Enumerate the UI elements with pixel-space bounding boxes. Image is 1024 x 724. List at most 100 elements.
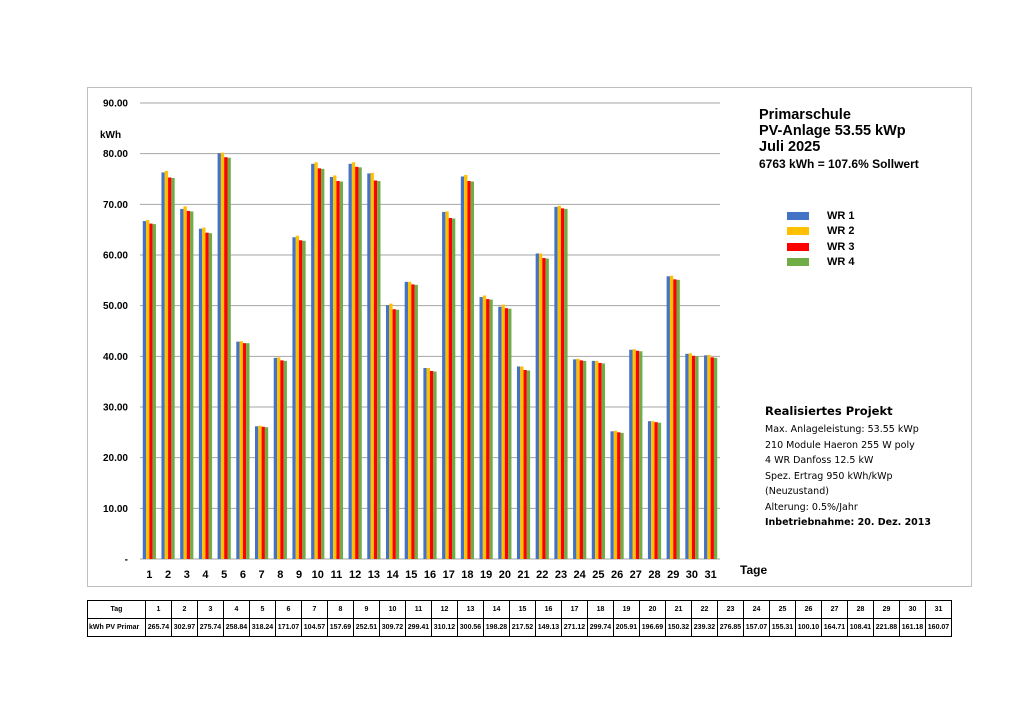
table-cell-day: 17 — [561, 600, 588, 619]
x-tick-label: 10 — [312, 569, 324, 581]
legend-label: WR 2 — [827, 225, 855, 238]
table-cell-kwh: 300.56 — [457, 618, 484, 637]
bar-wr4-day-18 — [470, 181, 475, 560]
y-tick-label: 80.00 — [103, 149, 128, 160]
bar-wr3-day-23 — [560, 208, 565, 560]
bar-wr4-day-9 — [302, 240, 306, 559]
table-cell-day: 6 — [275, 600, 302, 619]
x-tick-label: 17 — [443, 569, 455, 581]
bar-wr2-day-23 — [557, 205, 561, 559]
bar-wr3-day-7 — [261, 426, 265, 559]
x-tick-label: 27 — [630, 569, 642, 581]
bar-chart: - 10.00 20.00 30.00 40.00 50.00 60.00 70.00 80.0… — [100, 99, 767, 582]
bar-wr2-day-14 — [389, 303, 393, 559]
bar-wr4-day-30 — [695, 356, 699, 559]
bar-wr4-day-25 — [601, 363, 605, 559]
x-tick-label: 23 — [555, 569, 567, 581]
x-tick-label: 29 — [667, 569, 679, 581]
table-cell-day: 7 — [301, 600, 328, 619]
table-row-kwh: kWh PV Primar 265.74 302.97 275.74 258.84 31… — [87, 618, 952, 637]
bar-wr2-day-6 — [239, 341, 243, 559]
legend-item: WR 2 — [787, 224, 855, 240]
bar-wr3-day-25 — [598, 362, 602, 559]
bar-wr3-day-11 — [336, 181, 340, 559]
x-tick-label: 28 — [648, 569, 660, 581]
table-cell-kwh: 104.57 — [301, 618, 328, 637]
bar-wr3-day-24 — [579, 360, 583, 559]
bar-wr1-day-17 — [442, 211, 446, 559]
bar-wr2-day-26 — [613, 430, 618, 559]
bar-wr4-day-24 — [582, 360, 587, 559]
table-cell-kwh: 155.31 — [769, 618, 796, 637]
x-tick-label: 31 — [705, 569, 717, 581]
y-tick-labels: - 10.00 20.00 30.00 40.00 50.00 60.00 70.00 80.0… — [103, 99, 128, 566]
chart-title-block: Primarschule PV-Anlage 53.55 kWp Juli 20… — [759, 107, 919, 171]
legend-item: WR 4 — [787, 255, 855, 271]
info-line: 210 Module Haeron 255 W poly — [765, 439, 915, 451]
table-cell-kwh: 309.72 — [379, 618, 406, 637]
y-tick-label: 70.00 — [103, 200, 128, 211]
x-tick-label: 3 — [184, 569, 190, 581]
bar-wr2-day-13 — [370, 172, 374, 560]
table-cell-day: 28 — [847, 600, 874, 619]
bar-wr3-day-15 — [411, 284, 415, 559]
bar-wr1-day-9 — [292, 237, 296, 559]
title-line-2: PV-Anlage 53.55 kWp — [759, 123, 906, 139]
bar-wr4-day-2 — [171, 177, 175, 559]
info-line: (Neuzustand) — [765, 486, 829, 497]
table-cell-day: 5 — [249, 600, 276, 619]
y-tick-label: - — [125, 555, 128, 566]
x-tick-label: 14 — [386, 569, 399, 581]
bar-wr2-day-2 — [164, 170, 169, 560]
bar-wr4-day-23 — [564, 208, 568, 560]
bar-wr4-day-10 — [321, 168, 325, 559]
bar-wr4-day-17 — [452, 218, 456, 559]
table-cell-day: 11 — [405, 600, 432, 619]
table-cell-day: 26 — [795, 600, 822, 619]
bar-wr1-day-24 — [573, 359, 577, 559]
project-info: Realisiertes Projekt Max. Anlageleistung… — [765, 404, 931, 531]
y-tick-label: 90.00 — [103, 99, 128, 110]
y-tick-label: 50.00 — [103, 301, 128, 312]
x-tick-label: 5 — [221, 569, 227, 581]
legend-label: WR 4 — [827, 256, 855, 269]
bar-wr4-day-3 — [190, 211, 194, 559]
bar-wr2-day-9 — [295, 235, 300, 559]
bar-wr1-day-12 — [348, 163, 352, 560]
table-cell-kwh: 318.24 — [249, 618, 276, 637]
bar-wr3-day-29 — [673, 279, 677, 559]
bar-wr2-day-22 — [538, 253, 543, 560]
bar-wr2-day-30 — [688, 353, 692, 559]
bar-wr1-day-29 — [666, 276, 670, 559]
table-cell-day: 9 — [353, 600, 380, 619]
bar-wr3-day-3 — [186, 210, 191, 560]
bar-wr2-day-24 — [576, 358, 580, 559]
bar-wr4-day-26 — [620, 432, 624, 559]
bar-wr3-day-5 — [224, 157, 228, 560]
bar-wr3-day-6 — [242, 343, 247, 559]
table-cell-day: 30 — [899, 600, 926, 619]
table-cell-kwh: 205.91 — [613, 618, 640, 637]
table-cell-kwh: 100.10 — [795, 618, 822, 637]
bar-wr1-day-23 — [554, 206, 558, 559]
table-header-tag: Tag — [87, 600, 146, 619]
info-line: Alterung: 0.5%/Jahr — [765, 501, 858, 513]
bar-wr1-day-16 — [423, 367, 427, 559]
table-cell-kwh: 299.41 — [405, 618, 432, 637]
bar-wr3-day-31 — [710, 357, 714, 559]
info-line: Spez. Ertrag 950 kWh/kWp — [765, 470, 893, 482]
bar-wr2-day-1 — [146, 220, 150, 560]
bar-wr4-day-1 — [152, 224, 156, 560]
table-cell-kwh: 302.97 — [171, 618, 198, 637]
bar-wr4-day-14 — [395, 309, 400, 559]
bar-wr3-day-4 — [205, 232, 209, 559]
table-cell-kwh: 149.13 — [535, 618, 562, 637]
x-tick-label: 8 — [277, 569, 283, 581]
table-cell-kwh: 275.74 — [197, 618, 224, 637]
bar-wr1-day-25 — [591, 360, 596, 559]
bar-wr2-day-5 — [220, 152, 225, 560]
table-cell-kwh: 258.84 — [223, 618, 250, 637]
bar-wr2-day-4 — [202, 227, 206, 559]
bar-wr2-day-21 — [520, 366, 524, 559]
bar-wr1-day-5 — [217, 153, 221, 559]
